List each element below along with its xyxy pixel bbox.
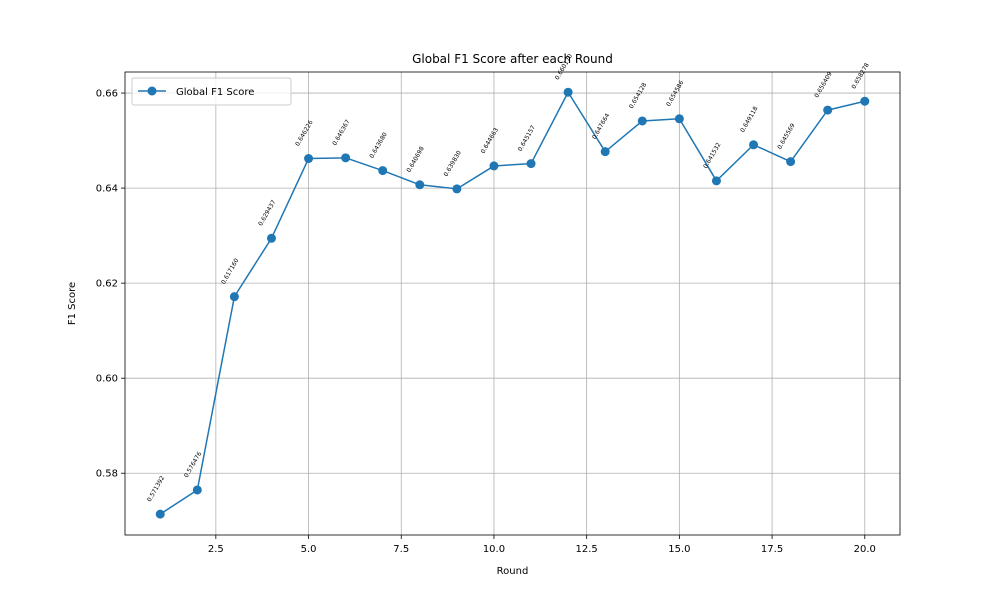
x-tick-label: 2.5 [208, 544, 224, 555]
data-point [674, 114, 684, 124]
x-tick-label: 20.0 [854, 544, 876, 555]
legend: Global F1 Score [131, 77, 292, 106]
data-point [823, 105, 833, 115]
data-point [452, 184, 462, 194]
data-point [229, 292, 239, 302]
x-tick-label: 12.5 [576, 544, 598, 555]
plot-area [125, 72, 900, 535]
data-point [786, 157, 796, 167]
legend-marker-swatch [147, 86, 157, 96]
x-tick-label: 7.5 [393, 544, 409, 555]
y-tick-label: 0.64 [96, 184, 118, 195]
data-point [266, 233, 276, 243]
x-tick-label: 10.0 [483, 544, 505, 555]
data-point [415, 180, 425, 190]
x-axis-title: Round [497, 566, 529, 577]
data-point [749, 140, 759, 150]
data-point [563, 87, 573, 97]
series-line [159, 91, 865, 515]
data-point [341, 153, 351, 163]
data-point [711, 176, 721, 186]
axis-ticks: 2.5 5.0 7.5 10.0 12.5 15.0 17.5 20.0 0.58 0.60 0.6… [96, 89, 876, 555]
data-point [526, 159, 536, 169]
data-point [860, 96, 870, 106]
y-tick-label: 0.62 [96, 279, 118, 290]
data-point [304, 154, 314, 164]
data-point [600, 147, 610, 157]
series-layer [155, 87, 870, 519]
data-point [192, 485, 202, 495]
data-point [155, 509, 165, 519]
data-point [489, 161, 499, 171]
x-tick-label: 5.0 [301, 544, 317, 555]
data-point [378, 166, 388, 176]
x-tick-label: 15.0 [668, 544, 690, 555]
y-tick-label: 0.58 [96, 469, 118, 480]
plot-frame [124, 71, 901, 536]
y-tick-label: 0.60 [96, 374, 118, 385]
y-axis-title: F1 Score [67, 282, 78, 325]
y-tick-label: 0.66 [96, 89, 118, 100]
legend-entry-label: Global F1 Score [176, 87, 254, 98]
x-tick-label: 17.5 [761, 544, 783, 555]
data-point [637, 116, 647, 126]
legend-box [131, 77, 292, 106]
chart-title: Global F1 Score after each Round [412, 52, 613, 66]
